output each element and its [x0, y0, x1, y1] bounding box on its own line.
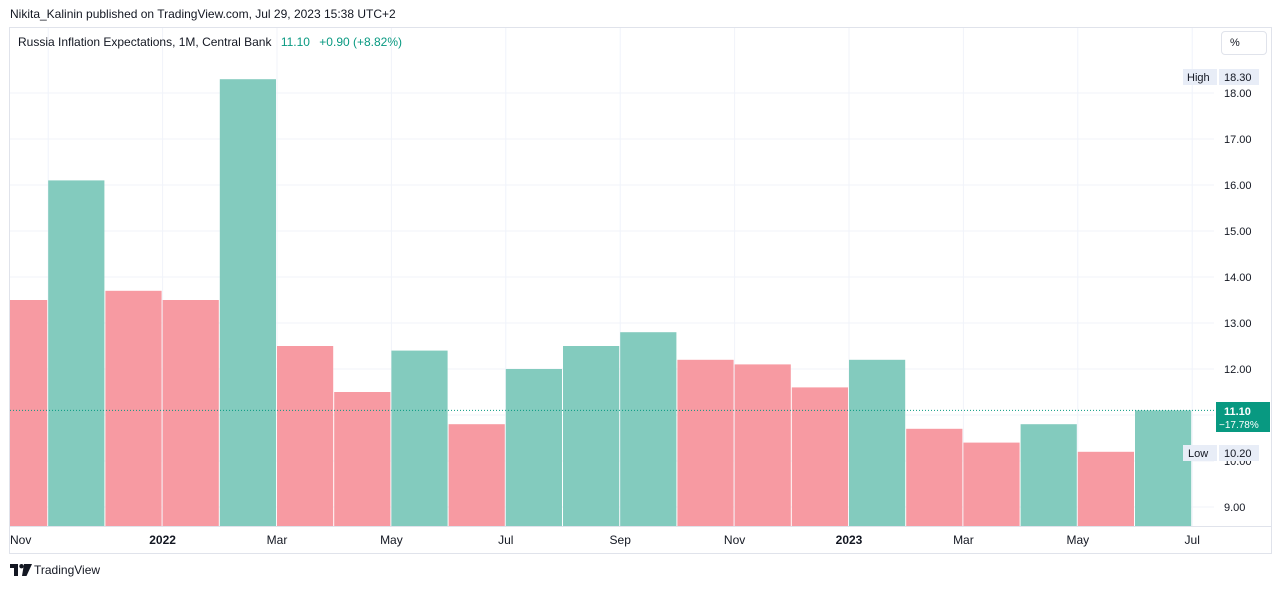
bar-2022-10[interactable] [677, 359, 734, 526]
low-label: Low [1188, 448, 1208, 460]
bar-2023-03[interactable] [963, 442, 1020, 526]
low-value: 10.20 [1224, 448, 1252, 460]
series-title: Russia Inflation Expectations, 1M, Centr… [18, 35, 272, 49]
publisher-line: Nikita_Kalinin published on TradingView.… [10, 7, 396, 21]
bar-2021-12[interactable] [105, 290, 162, 526]
bar-2023-02[interactable] [906, 428, 963, 526]
x-tick-label: Mar [953, 533, 974, 547]
x-tick-label: Mar [267, 533, 288, 547]
y-tick-label: 13.00 [1224, 318, 1252, 330]
bar-2023-01[interactable] [849, 359, 906, 526]
y-tick-label: 16.00 [1224, 180, 1252, 192]
bar-2022-04[interactable] [334, 392, 391, 526]
footer-branding[interactable]: TradingView [10, 563, 100, 577]
last-value-badge: 11.10 −17.78% [1216, 402, 1270, 432]
series-change: +0.90 (+8.82%) [319, 35, 403, 49]
y-tick-label: 14.00 [1224, 272, 1252, 284]
tradingview-logo-icon [10, 564, 32, 576]
y-tick-label: 15.00 [1224, 226, 1252, 238]
bar-2022-05[interactable] [391, 350, 448, 526]
percent-unit-button[interactable]: % [1221, 31, 1267, 55]
bars [10, 79, 1192, 526]
series-legend[interactable]: Russia Inflation Expectations, 1M, Centr… [18, 35, 402, 49]
bar-2021-11[interactable] [48, 180, 105, 526]
x-tick-label: Nov [10, 533, 31, 547]
bar-2021-10[interactable] [10, 300, 48, 526]
bar-2023-04[interactable] [1020, 424, 1077, 526]
low-badge: Low 10.20 [1183, 445, 1259, 461]
x-tick-label: 2022 [149, 533, 176, 547]
bar-2022-03[interactable] [277, 346, 334, 526]
high-label: High [1187, 72, 1210, 84]
bar-2022-02[interactable] [219, 79, 276, 526]
bar-2022-11[interactable] [734, 364, 791, 526]
bar-2022-06[interactable] [448, 424, 505, 526]
x-tick-label: May [1066, 533, 1089, 547]
chart-pane[interactable] [9, 27, 1272, 554]
last-value: 11.10 [1224, 406, 1251, 418]
x-tick-label: 2023 [836, 533, 863, 547]
last-change: −17.78% [1219, 420, 1259, 431]
y-tick-label: 12.00 [1224, 364, 1252, 376]
x-tick-label: Jul [498, 533, 513, 547]
bar-2022-01[interactable] [162, 300, 219, 526]
footer-brand: TradingView [34, 563, 101, 577]
bar-2023-06[interactable] [1135, 410, 1192, 526]
series-value: 11.10 [280, 35, 310, 49]
bar-2022-07[interactable] [505, 369, 562, 526]
y-tick-label: 17.00 [1224, 134, 1252, 146]
x-tick-label: Jul [1185, 533, 1200, 547]
x-tick-label: Nov [724, 533, 745, 547]
bar-2023-05[interactable] [1077, 451, 1134, 526]
y-tick-label: 9.00 [1224, 502, 1245, 514]
y-tick-label: 18.00 [1224, 88, 1252, 100]
bar-2022-12[interactable] [791, 387, 848, 526]
bar-2022-09[interactable] [620, 332, 677, 526]
high-value: 18.30 [1224, 72, 1252, 84]
x-tick-label: Sep [610, 533, 632, 547]
bar-2022-08[interactable] [563, 346, 620, 526]
x-tick-label: May [380, 533, 403, 547]
time-axis: Nov 2022 Mar May Jul Sep Nov 2023 Mar May Jul [10, 526, 1271, 547]
high-badge: High 18.30 [1183, 69, 1259, 85]
